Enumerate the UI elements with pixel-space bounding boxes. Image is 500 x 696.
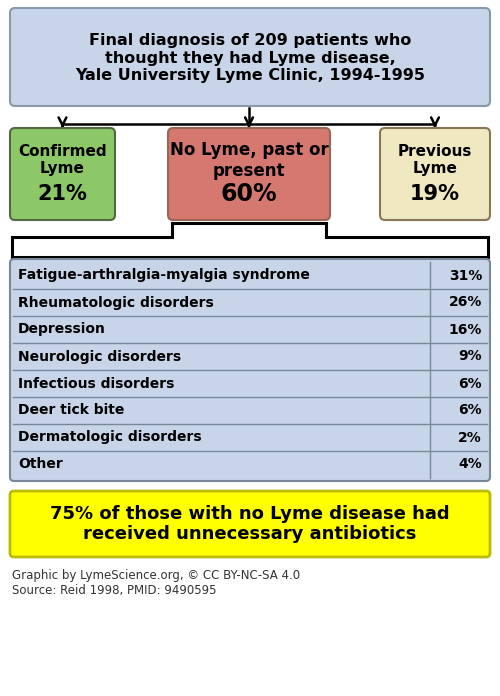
Text: Neurologic disorders: Neurologic disorders	[18, 349, 181, 363]
Text: Previous
Lyme: Previous Lyme	[398, 144, 472, 176]
Text: 75% of those with no Lyme disease had
received unnecessary antibiotics: 75% of those with no Lyme disease had re…	[50, 505, 450, 544]
FancyBboxPatch shape	[10, 491, 490, 557]
Text: 19%: 19%	[410, 184, 460, 204]
Text: Depression: Depression	[18, 322, 106, 336]
Text: Fatigue-arthralgia-myalgia syndrome: Fatigue-arthralgia-myalgia syndrome	[18, 269, 310, 283]
Text: Deer tick bite: Deer tick bite	[18, 404, 124, 418]
Text: 21%: 21%	[38, 184, 88, 204]
Text: 2%: 2%	[458, 431, 482, 445]
Text: 4%: 4%	[458, 457, 482, 471]
Text: 31%: 31%	[448, 269, 482, 283]
FancyBboxPatch shape	[10, 128, 115, 220]
FancyBboxPatch shape	[10, 8, 490, 106]
FancyBboxPatch shape	[168, 128, 330, 220]
FancyBboxPatch shape	[380, 128, 490, 220]
FancyBboxPatch shape	[10, 259, 490, 481]
Text: 16%: 16%	[448, 322, 482, 336]
Text: 9%: 9%	[458, 349, 482, 363]
Text: 60%: 60%	[220, 182, 278, 206]
Text: Final diagnosis of 209 patients who
thought they had Lyme disease,
Yale Universi: Final diagnosis of 209 patients who thou…	[75, 33, 425, 83]
Text: 26%: 26%	[448, 296, 482, 310]
Text: Dermatologic disorders: Dermatologic disorders	[18, 431, 202, 445]
Text: Source: Reid 1998, PMID: 9490595: Source: Reid 1998, PMID: 9490595	[12, 584, 216, 597]
Text: Infectious disorders: Infectious disorders	[18, 377, 174, 390]
Text: 6%: 6%	[458, 404, 482, 418]
Text: Confirmed
Lyme: Confirmed Lyme	[18, 144, 107, 176]
Text: Other: Other	[18, 457, 63, 471]
Text: Graphic by LymeScience.org, © CC BY-NC-SA 4.0: Graphic by LymeScience.org, © CC BY-NC-S…	[12, 569, 300, 582]
Text: No Lyme, past or
present: No Lyme, past or present	[170, 141, 328, 180]
Text: Rheumatologic disorders: Rheumatologic disorders	[18, 296, 214, 310]
Text: 6%: 6%	[458, 377, 482, 390]
